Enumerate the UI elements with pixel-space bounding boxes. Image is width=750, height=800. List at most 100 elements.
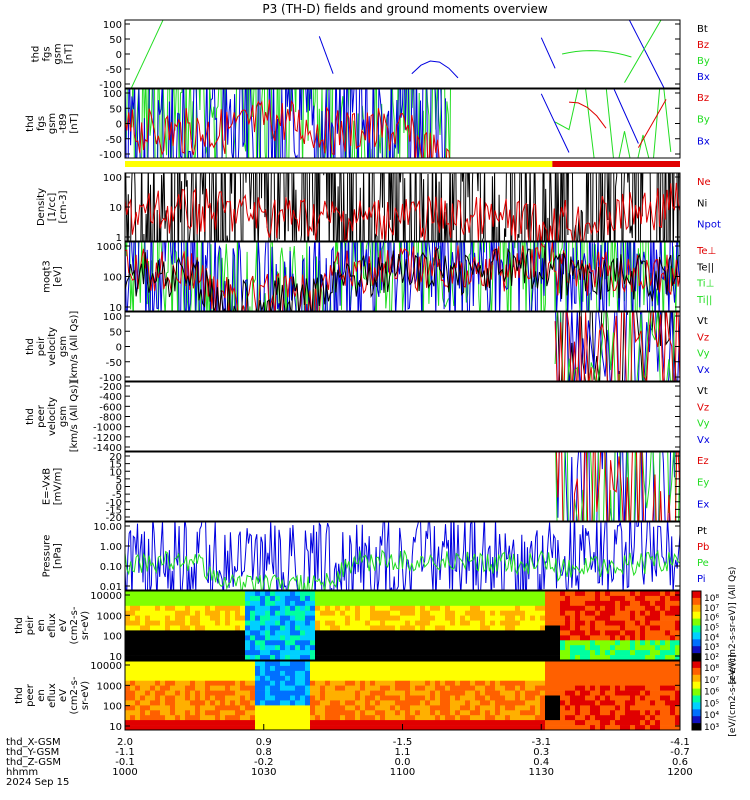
spectro-cell xyxy=(270,605,276,612)
spectro-cell xyxy=(560,591,566,597)
spectro-cell xyxy=(140,690,146,696)
spectro-cell xyxy=(280,595,286,602)
spectro-cell xyxy=(280,720,286,726)
spectro-cell xyxy=(220,620,226,626)
spectro-cell xyxy=(225,655,231,661)
spectro-cell xyxy=(530,655,536,661)
spectro-cell xyxy=(285,690,291,696)
spectro-cell xyxy=(265,725,271,731)
colorbar-ion-tick: 10² xyxy=(704,653,719,663)
spectro-cell xyxy=(360,655,366,661)
ylabel-vele: peer xyxy=(36,404,47,428)
spectro-cell xyxy=(655,665,661,672)
spectro-cell xyxy=(635,680,641,686)
spectro-cell xyxy=(160,605,166,612)
spectro-cell xyxy=(560,710,566,716)
spectro-cell xyxy=(605,591,611,597)
spectro-cell xyxy=(260,661,266,667)
spectro-cell xyxy=(160,715,166,721)
spectro-cell xyxy=(395,655,401,661)
spectro-cell xyxy=(460,635,466,641)
spectro-cell xyxy=(440,635,446,641)
spectro-cell xyxy=(470,650,476,656)
spectro-cell xyxy=(300,605,306,612)
spectro-cell xyxy=(660,720,666,726)
spectro-cell xyxy=(425,595,431,602)
spectro-cell xyxy=(135,705,141,711)
spectro-cell xyxy=(175,725,181,731)
xaxis-value: -3.1 xyxy=(531,737,551,748)
spectro-cell xyxy=(525,700,531,706)
spectro-cell xyxy=(650,680,656,686)
spectro-cell xyxy=(245,685,251,691)
colorbar-electron-tick: 10⁵ xyxy=(704,699,719,709)
spectro-cell xyxy=(375,705,381,711)
spectro-cell xyxy=(640,705,646,711)
spectro-cell xyxy=(150,705,156,711)
spectro-cell xyxy=(165,595,171,602)
spectro-cell xyxy=(535,605,541,612)
spectro-cell xyxy=(340,625,346,631)
spectro-cell xyxy=(620,725,626,731)
spectro-cell xyxy=(580,625,586,631)
spectro-cell xyxy=(625,690,631,696)
spectro-cell xyxy=(410,650,416,656)
spectro-cell xyxy=(510,600,516,607)
spectro-cell xyxy=(225,615,231,621)
spectro-cell xyxy=(380,720,386,726)
spectro-cell xyxy=(260,630,266,636)
spectro-cell xyxy=(645,661,651,667)
spectro-cell xyxy=(300,610,306,616)
spectro-cell xyxy=(125,625,131,631)
spectro-cell xyxy=(580,675,586,682)
spectro-cell xyxy=(145,665,151,672)
spectro-cell xyxy=(460,665,466,672)
spectro-cell xyxy=(610,650,616,656)
spectro-cell xyxy=(450,600,456,607)
spectro-cell xyxy=(385,720,391,726)
spectro-cell xyxy=(310,725,316,731)
spectro-cell xyxy=(295,655,301,661)
spectro-cell xyxy=(185,635,191,641)
spectro-cell xyxy=(220,595,226,602)
spectro-cell xyxy=(520,645,526,651)
spectro-cell xyxy=(620,635,626,641)
spectro-cell xyxy=(160,725,166,731)
spectro-cell xyxy=(215,690,221,696)
spectro-cell xyxy=(545,661,551,667)
spectro-cell xyxy=(215,655,221,661)
spectro-cell xyxy=(465,665,471,672)
spectro-cell xyxy=(140,680,146,686)
spectro-cell xyxy=(590,705,596,711)
spectro-cell xyxy=(465,705,471,711)
spectro-cell xyxy=(615,725,621,731)
spectro-cell xyxy=(550,595,556,602)
spectro-cell xyxy=(270,655,276,661)
spectro-cell xyxy=(515,600,521,607)
spectro-cell xyxy=(505,635,511,641)
ylabel-espec: thd xyxy=(14,687,25,704)
spectro-cell xyxy=(310,620,316,626)
spectro-cell xyxy=(205,685,211,691)
spectro-cell xyxy=(445,670,451,677)
spectro-cell xyxy=(160,595,166,602)
spectro-cell xyxy=(305,725,311,731)
ylabel-ispec: thd xyxy=(14,617,25,634)
spectro-cell xyxy=(625,725,631,731)
spectro-cell xyxy=(485,685,491,691)
spectro-cell xyxy=(305,710,311,716)
spectro-cell xyxy=(250,625,256,631)
spectro-cell xyxy=(525,610,531,616)
spectro-cell xyxy=(500,720,506,726)
spectro-cell xyxy=(650,710,656,716)
spectro-cell xyxy=(395,615,401,621)
spectro-cell xyxy=(540,605,546,612)
spectro-cell xyxy=(590,670,596,677)
spectro-cell xyxy=(645,695,651,701)
spectro-cell xyxy=(385,640,391,646)
spectro-cell xyxy=(140,695,146,701)
spectro-cell xyxy=(190,715,196,721)
spectro-cell xyxy=(495,685,501,691)
spectro-cell xyxy=(615,655,621,661)
